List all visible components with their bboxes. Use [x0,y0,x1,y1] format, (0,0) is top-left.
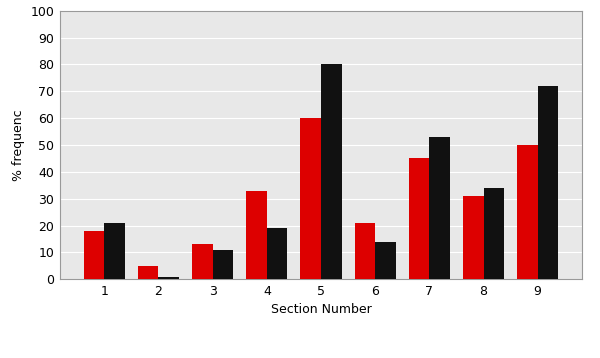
Y-axis label: % frequenc: % frequenc [12,109,25,181]
Bar [355,223,375,279]
Bar [321,64,341,279]
Bar [375,242,396,279]
Bar [267,228,287,279]
Bar [158,276,179,279]
Bar [84,231,104,279]
Bar [484,188,504,279]
Bar [301,118,321,279]
Bar [538,86,558,279]
Bar [246,190,267,279]
Bar [430,137,450,279]
Bar [212,250,233,279]
Bar [138,266,158,279]
Bar [517,145,538,279]
Bar [409,158,430,279]
Bar [463,196,484,279]
Bar [104,223,125,279]
Bar [192,244,212,279]
X-axis label: Section Number: Section Number [271,303,371,316]
